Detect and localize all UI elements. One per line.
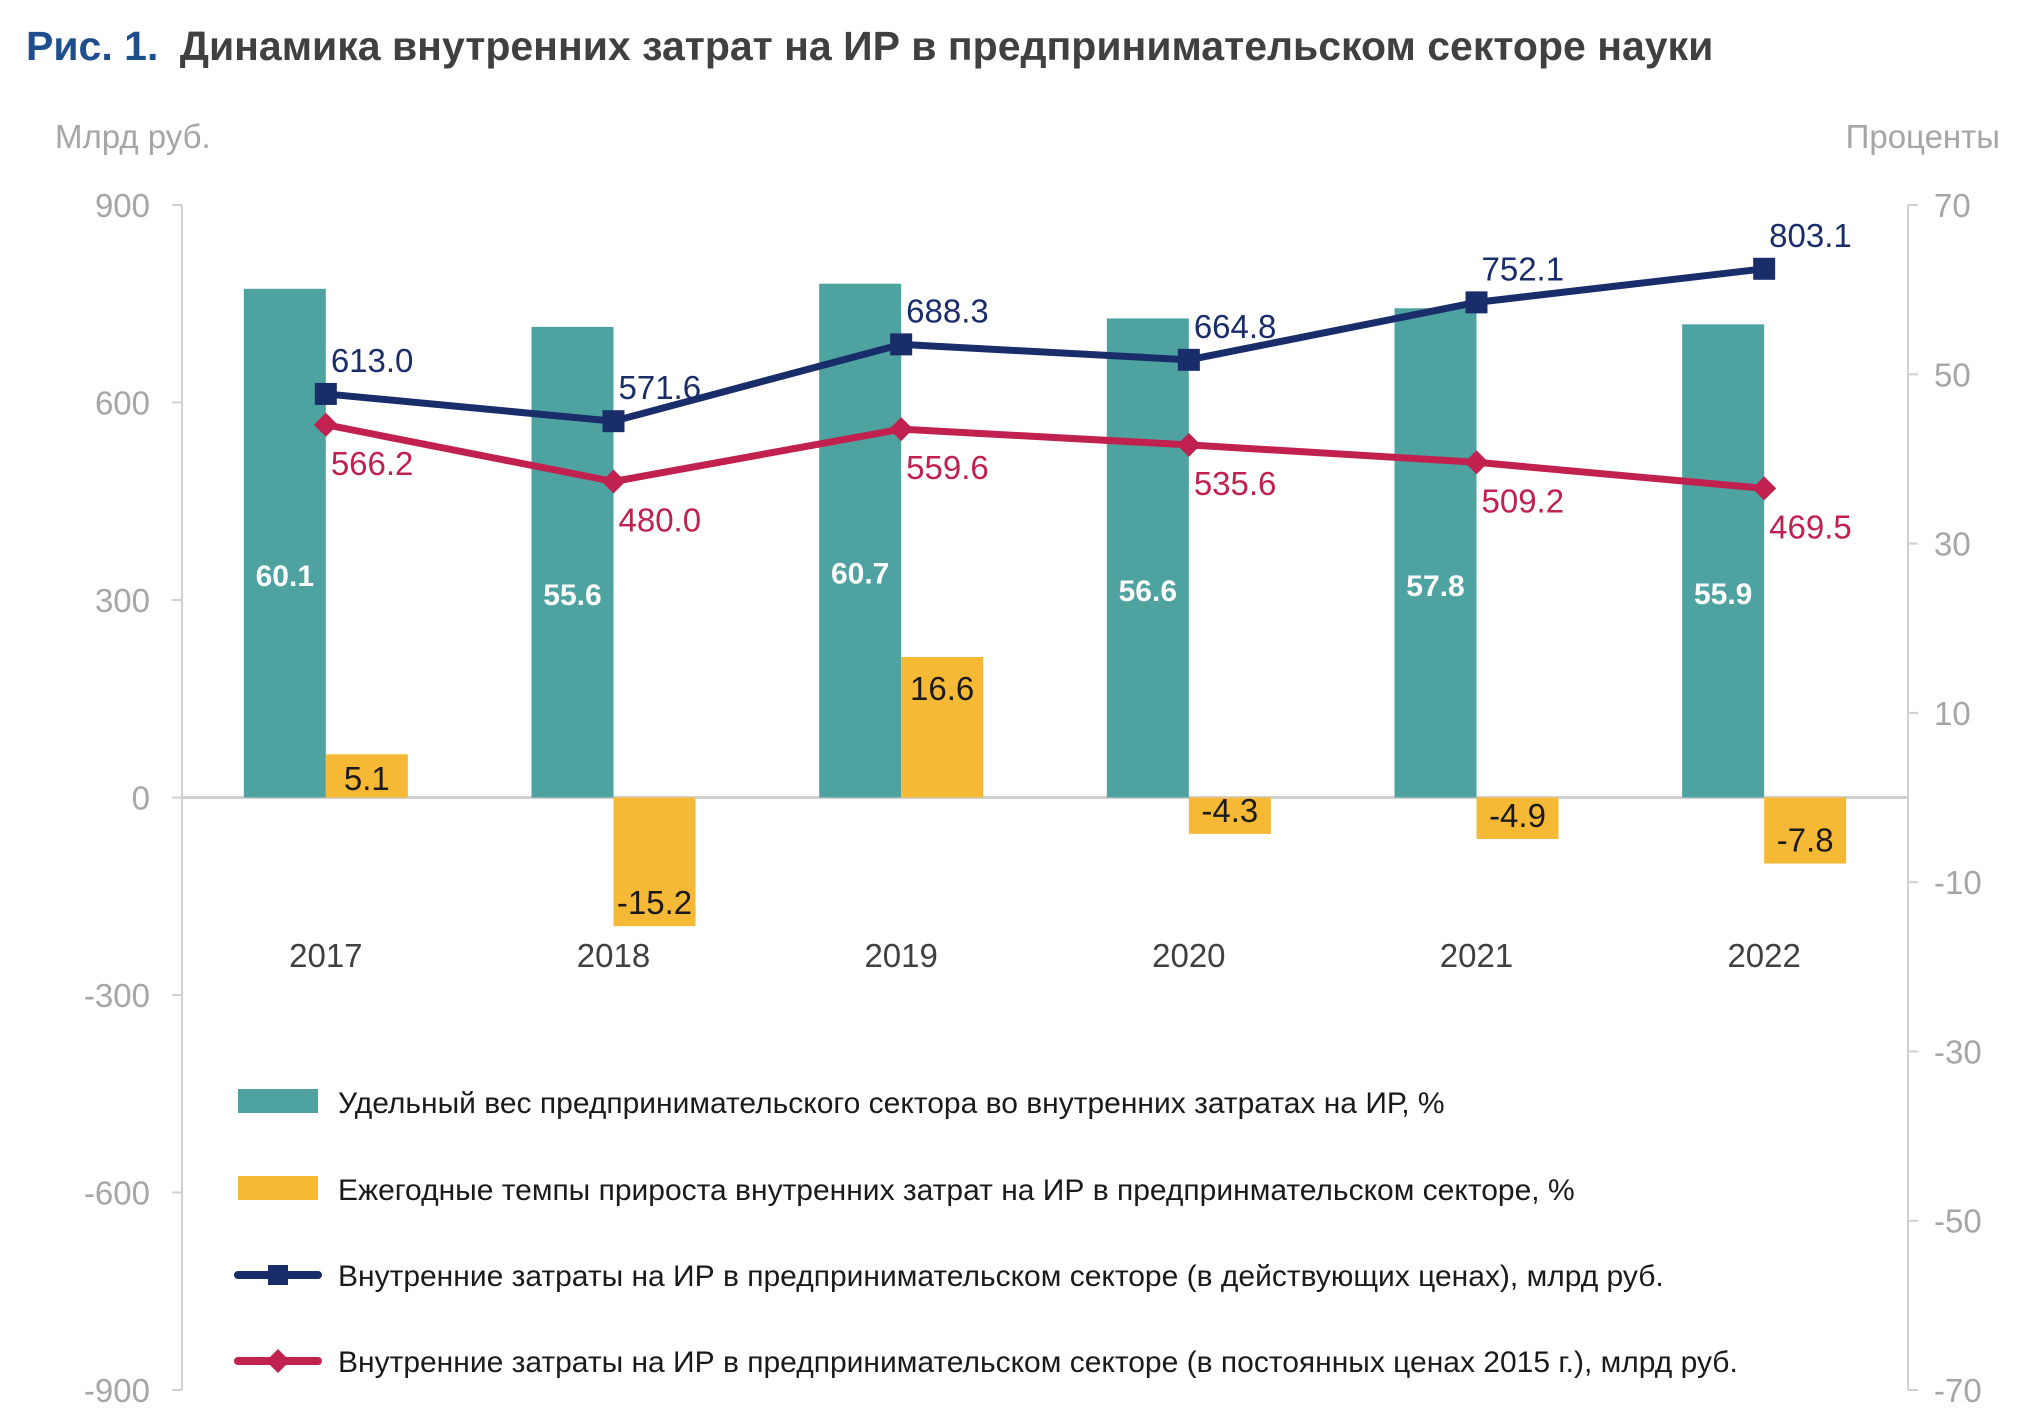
line-current-label: 752.1 <box>1482 250 1565 287</box>
bar-share <box>1394 308 1477 798</box>
left-axis-tick-label: -300 <box>84 977 150 1014</box>
bar-share <box>1682 324 1765 798</box>
line-current-label: 613.0 <box>331 342 414 379</box>
bar-growth-label: -4.3 <box>1201 792 1258 829</box>
bar-growth <box>901 656 984 798</box>
left-axis-tick-label: -600 <box>84 1175 150 1212</box>
right-axis-tick-label: -10 <box>1934 864 1982 901</box>
right-axis-tick-label: 70 <box>1934 187 1971 224</box>
line-current-label: 664.8 <box>1194 308 1277 345</box>
x-axis-label: 2020 <box>1152 937 1225 974</box>
left-axis-tick-label: 0 <box>132 780 150 817</box>
bar-share <box>819 283 902 798</box>
bar-share <box>243 288 326 798</box>
bar-growth-label: 16.6 <box>910 670 974 707</box>
bar-growth-label: -4.9 <box>1489 797 1546 834</box>
right-axis-tick-label: -50 <box>1934 1203 1982 1240</box>
bar-growth-label: -15.2 <box>617 884 692 921</box>
line-current-label: 571.6 <box>619 369 702 406</box>
bar-share-label: 55.9 <box>1694 578 1752 611</box>
bar-growth <box>1764 797 1847 864</box>
plot-area: Млрд руб. Проценты 900 600 300 0 -300 -600 -900 7… <box>55 118 2000 1409</box>
line-constant-prices <box>325 421 1765 492</box>
chart-title-prefix: Рис. 1. <box>26 23 158 69</box>
legend-label: Внутренние затраты на ИР в предпринимате… <box>338 1260 1664 1293</box>
bar-share-label: 57.8 <box>1406 570 1464 603</box>
legend-label: Внутренние затраты на ИР в предпринимате… <box>338 1346 1738 1379</box>
bar-growth <box>325 754 408 798</box>
bar-share <box>531 326 614 798</box>
line-current-marker <box>602 410 625 433</box>
left-axis-title: Млрд руб. <box>55 118 211 155</box>
line-current-marker <box>1753 257 1776 280</box>
line-current-marker <box>890 333 913 356</box>
bar-share-label: 60.1 <box>256 560 314 593</box>
right-axis-tick-label: 50 <box>1934 356 1971 393</box>
x-axis-label: 2021 <box>1440 937 1513 974</box>
line-constant-label: 535.6 <box>1194 465 1277 502</box>
legend-marker <box>266 1349 290 1373</box>
line-current-marker <box>314 382 337 405</box>
line-constant-marker <box>1752 476 1777 501</box>
bar-share-label: 55.6 <box>543 579 601 612</box>
x-axis-label: 2017 <box>289 937 362 974</box>
legend-label: Удельный вес предпринимательского сектор… <box>338 1087 1445 1120</box>
chart-title-text: Динамика внутренних затрат на ИР в предп… <box>180 23 1714 69</box>
right-axis-tick-label: -70 <box>1934 1372 1982 1409</box>
line-constant-marker <box>889 417 914 442</box>
line-constant-label: 566.2 <box>331 445 414 482</box>
line-current-label: 803.1 <box>1769 217 1852 254</box>
bar-growth-label: 5.1 <box>344 760 390 797</box>
line-constant-label: 469.5 <box>1769 508 1852 545</box>
legend-swatch <box>238 1176 318 1200</box>
right-axis-title: Проценты <box>1846 118 2000 155</box>
chart-title: Рис. 1. Динамика внутренних затрат на ИР… <box>26 23 1713 69</box>
bar-share-label: 60.7 <box>831 558 889 591</box>
bar-growth-label: -7.8 <box>1777 822 1834 859</box>
bar-growth <box>613 797 696 927</box>
line-constant-marker <box>313 412 338 437</box>
line-current-label: 688.3 <box>906 292 989 329</box>
line-constant-marker <box>1464 450 1489 475</box>
line-current-prices <box>325 265 1765 425</box>
right-axis-tick-label: -30 <box>1934 1033 1982 1070</box>
right-axis-tick-label: 30 <box>1934 526 1971 563</box>
bar-share-label: 56.6 <box>1119 575 1177 608</box>
x-axis-label: 2022 <box>1727 937 1800 974</box>
left-axis-tick-label: 600 <box>95 385 150 422</box>
bar-share <box>1106 318 1189 798</box>
legend-swatch <box>238 1089 318 1113</box>
line-constant-marker <box>1176 432 1201 457</box>
line-constant-label: 480.0 <box>619 502 702 539</box>
left-axis-tick-label: 900 <box>95 187 150 224</box>
legend-label: Ежегодные темпы прироста внутренних затр… <box>338 1174 1575 1207</box>
line-constant-label: 509.2 <box>1482 482 1565 519</box>
line-current-marker <box>1177 348 1200 371</box>
left-axis-tick-label: -900 <box>84 1372 150 1409</box>
bar-growth <box>1188 797 1271 834</box>
bar-growth <box>1476 797 1559 839</box>
x-axis-label: 2019 <box>864 937 937 974</box>
line-constant-label: 559.6 <box>906 449 989 486</box>
line-constant-marker <box>601 469 626 494</box>
x-axis-label: 2018 <box>577 937 650 974</box>
right-axis-tick-label: 10 <box>1934 695 1971 732</box>
legend-marker <box>268 1265 288 1285</box>
left-axis-tick-label: 300 <box>95 582 150 619</box>
line-current-marker <box>1465 291 1488 314</box>
